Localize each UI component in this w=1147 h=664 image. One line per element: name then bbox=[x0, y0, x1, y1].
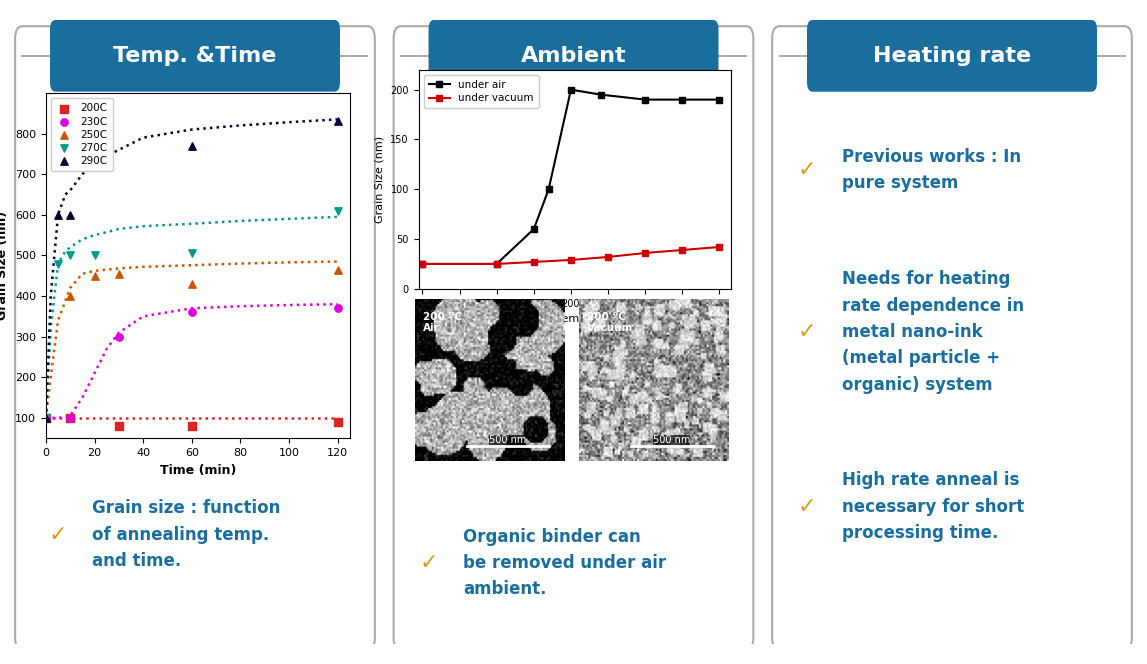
270C bbox=[328, 205, 346, 216]
under vacuum bbox=[564, 256, 578, 264]
Line: under air: under air bbox=[419, 86, 723, 268]
FancyBboxPatch shape bbox=[50, 20, 340, 92]
250C bbox=[110, 268, 128, 279]
under vacuum bbox=[415, 260, 429, 268]
Text: ✓: ✓ bbox=[48, 525, 67, 545]
under air bbox=[639, 96, 653, 104]
FancyBboxPatch shape bbox=[807, 20, 1097, 92]
Text: Previous works : In
pure system: Previous works : In pure system bbox=[842, 147, 1021, 192]
under air bbox=[490, 260, 504, 268]
230C bbox=[61, 412, 79, 423]
under air bbox=[415, 260, 429, 268]
Legend: 200C, 230C, 250C, 270C, 290C: 200C, 230C, 250C, 270C, 290C bbox=[52, 98, 112, 171]
under vacuum bbox=[526, 258, 540, 266]
under vacuum bbox=[676, 246, 689, 254]
Text: High rate anneal is
necessary for short
processing time.: High rate anneal is necessary for short … bbox=[842, 471, 1024, 542]
under air bbox=[676, 96, 689, 104]
250C bbox=[85, 270, 103, 281]
Text: ✓: ✓ bbox=[798, 322, 817, 342]
under air bbox=[526, 225, 540, 233]
Text: Temp. &Time: Temp. &Time bbox=[114, 46, 276, 66]
Text: Needs for heating
rate dependence in
metal nano-ink
(metal particle +
organic) s: Needs for heating rate dependence in met… bbox=[842, 270, 1024, 394]
under air bbox=[712, 96, 726, 104]
Legend: under air, under vacuum: under air, under vacuum bbox=[424, 75, 539, 108]
under air bbox=[594, 90, 608, 98]
200C bbox=[61, 412, 79, 423]
270C bbox=[37, 412, 55, 423]
200C bbox=[110, 421, 128, 432]
Text: 200 ºC
Vacuum: 200 ºC Vacuum bbox=[587, 312, 633, 333]
290C bbox=[37, 412, 55, 423]
Text: ✓: ✓ bbox=[798, 497, 817, 517]
FancyBboxPatch shape bbox=[429, 20, 718, 92]
Y-axis label: Grain Size (nm): Grain Size (nm) bbox=[375, 135, 385, 223]
270C bbox=[49, 258, 68, 269]
230C bbox=[328, 303, 346, 313]
Text: ✓: ✓ bbox=[798, 160, 817, 180]
270C bbox=[85, 250, 103, 261]
Text: Ambient: Ambient bbox=[521, 46, 626, 66]
200C bbox=[182, 421, 201, 432]
Line: under vacuum: under vacuum bbox=[419, 244, 723, 268]
Text: 200 ºC
Air: 200 ºC Air bbox=[423, 312, 462, 333]
230C bbox=[182, 307, 201, 317]
FancyBboxPatch shape bbox=[772, 26, 1132, 650]
Text: Grain size : function
of annealing temp.
and time.: Grain size : function of annealing temp.… bbox=[92, 499, 281, 570]
290C bbox=[49, 210, 68, 220]
230C bbox=[110, 331, 128, 342]
290C bbox=[61, 210, 79, 220]
Text: Heating rate: Heating rate bbox=[873, 46, 1031, 66]
under vacuum bbox=[712, 243, 726, 251]
290C bbox=[182, 141, 201, 151]
270C bbox=[182, 248, 201, 259]
250C bbox=[182, 279, 201, 290]
FancyBboxPatch shape bbox=[393, 26, 754, 650]
Text: Organic binder can
be removed under air
ambient.: Organic binder can be removed under air … bbox=[463, 527, 666, 598]
250C bbox=[37, 412, 55, 423]
270C bbox=[61, 250, 79, 261]
230C bbox=[37, 412, 55, 423]
290C bbox=[328, 116, 346, 127]
250C bbox=[328, 264, 346, 275]
under vacuum bbox=[639, 249, 653, 257]
under vacuum bbox=[601, 253, 615, 261]
Y-axis label: Grain Size (nm): Grain Size (nm) bbox=[0, 211, 9, 320]
250C bbox=[61, 291, 79, 301]
under air bbox=[541, 185, 555, 193]
under vacuum bbox=[490, 260, 504, 268]
Text: 500 nm: 500 nm bbox=[489, 435, 526, 445]
X-axis label: Time (min): Time (min) bbox=[159, 463, 236, 477]
FancyBboxPatch shape bbox=[15, 26, 375, 650]
under air bbox=[564, 86, 578, 94]
Text: ✓: ✓ bbox=[420, 553, 438, 573]
X-axis label: Annealing Temperature (°C): Annealing Temperature (°C) bbox=[497, 314, 653, 324]
200C bbox=[328, 417, 346, 428]
Text: 500 nm: 500 nm bbox=[653, 435, 690, 445]
200C bbox=[37, 412, 55, 423]
